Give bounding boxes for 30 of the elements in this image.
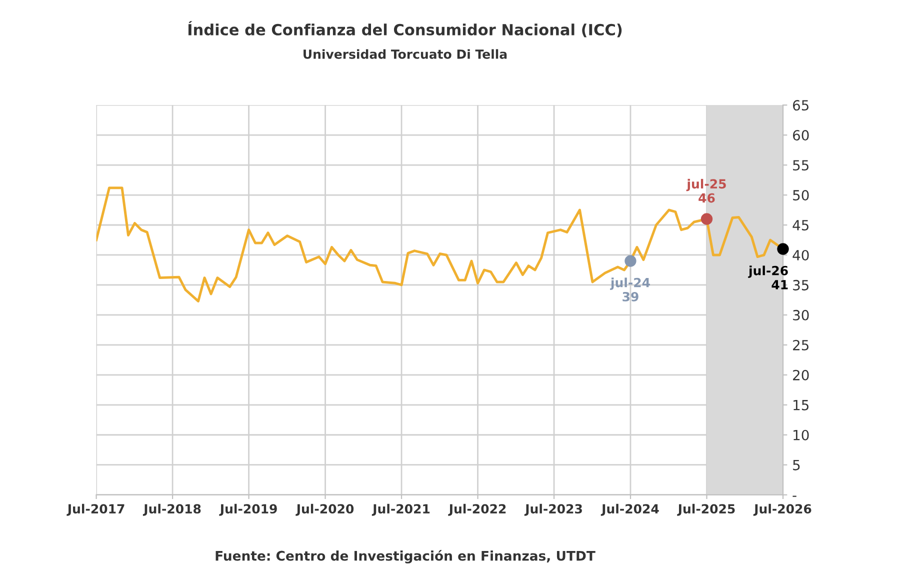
annotation: jul-26 41: [748, 266, 788, 290]
chart-title: Índice de Confianza del Consumidor Nacional (ICC): [188, 21, 622, 38]
x-tick-label: Jul-2026: [753, 504, 812, 516]
x-tick-label: Jul-2023: [524, 504, 582, 516]
y-tick-label: 5: [793, 460, 800, 470]
x-tick-label: Jul-2019: [219, 504, 277, 516]
y-tick-label: 60: [793, 130, 809, 141]
annotation: jul-24 39: [610, 278, 650, 302]
y-tick-label: 10: [794, 430, 809, 440]
y-tick-label: 25: [793, 340, 808, 350]
chart-subtitle: Universidad Torcuato Di Tella: [304, 49, 507, 59]
x-tick-label: Jul-2018: [142, 504, 201, 516]
y-tick-label: 55: [793, 160, 808, 171]
annotation: jul-25 46: [686, 178, 726, 203]
y-tick-label: 35: [793, 280, 808, 290]
y-tick-label: -: [792, 496, 796, 497]
y-tick-label: 45: [792, 220, 808, 230]
x-tick-label: Jul-2021: [372, 504, 430, 516]
x-tick-label: Jul-2022: [448, 504, 506, 516]
x-tick-label: Jul-2024: [600, 504, 659, 516]
y-tick-label: 40: [792, 250, 809, 260]
y-tick-label: 20: [793, 370, 809, 380]
x-tick-label: Jul-2020: [296, 504, 354, 516]
x-tick-label: Jul-2017: [66, 504, 124, 516]
y-tick-label: 30: [793, 310, 809, 320]
y-tick-label: 15: [794, 400, 808, 410]
x-tick-label: Jul-2025: [677, 504, 735, 516]
y-tick-label: 65: [793, 100, 808, 111]
y-tick-label: 50: [793, 190, 809, 200]
source-note: Fuente: Centro de Investigación en Finanzas, UTDT: [216, 550, 596, 564]
